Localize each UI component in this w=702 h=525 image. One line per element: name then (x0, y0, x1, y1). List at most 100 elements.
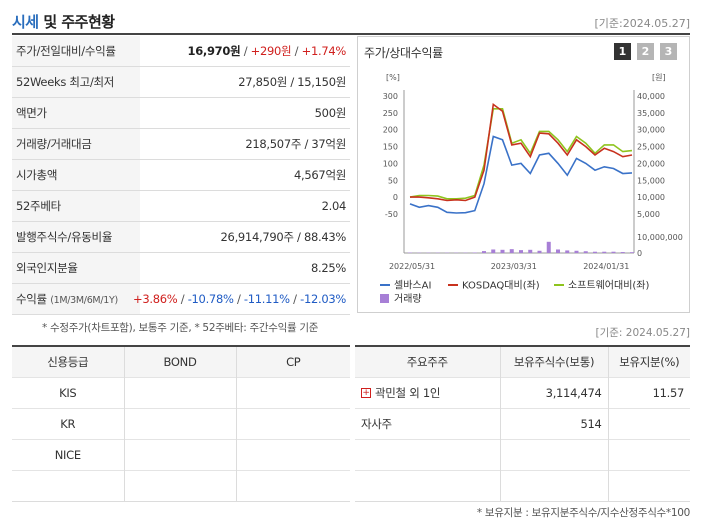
holder-name (355, 438, 500, 470)
stat-value: 8.25% (310, 261, 346, 275)
credit-rating-table: 신용등급 BOND CP KIS KR NICE (12, 345, 350, 502)
change-pct-value: +1.74% (301, 44, 347, 58)
chart-svg: [%] [원] -50 0 50 100 150 200 250 300 5,000 10,000 15… (380, 73, 683, 305)
chart-title: 주가/상대수익률 (364, 46, 443, 60)
stat-row-shares: 발행주식수/유동비율 26,914,790주 / 88.43% (12, 222, 350, 253)
legend-label-2: KOSDAQ대비(좌) (462, 280, 540, 292)
series-line-2 (410, 102, 633, 202)
column-header: BOND (123, 346, 236, 377)
holder-pct (607, 438, 690, 470)
return-1y: -12.03% (300, 292, 346, 306)
stat-row-par: 액면가 500원 (12, 98, 350, 129)
y-left-tick-label: 250 (383, 109, 398, 118)
y-right-tick-label: 40,000 (637, 92, 665, 101)
stat-row-52w: 52Weeks 최고/최저 27,850원 / 15,150원 (12, 67, 350, 98)
y-right-tick-label: 5,000 (637, 210, 660, 219)
base-date: [기준:2024.05.27] (594, 17, 690, 30)
stat-value: +3.86% / -10.78% / -11.11% / -12.03% (133, 284, 346, 314)
column-header: 보유주식수(보통) (499, 346, 608, 377)
y-left-tick-label: 300 (383, 92, 398, 101)
return-3m: -10.78% (187, 292, 234, 306)
rating-agency: KR (12, 407, 124, 439)
legend-label-4: 거래량 (394, 293, 422, 305)
separator: / (177, 292, 188, 306)
volume-bar (556, 249, 560, 253)
series-line-1 (409, 135, 633, 214)
rating-agency: NICE (12, 438, 124, 470)
stat-label: 52주베타 (12, 191, 140, 221)
stat-value: 500원 (314, 106, 347, 120)
series-line-3 (409, 108, 633, 200)
stat-label: 주가/전일대비/수익률 (12, 36, 140, 66)
return-periods: (1M/3M/6M/1Y) (50, 295, 118, 306)
volume-bar (528, 249, 533, 253)
x-tick-label: 2024/01/31 (583, 262, 629, 271)
return-6m: -11.11% (243, 292, 290, 306)
volume-bar (491, 249, 496, 253)
volume-bar (620, 252, 625, 253)
volume-bar (537, 250, 542, 253)
stat-label: 발행주식수/유동비율 (12, 222, 140, 252)
stat-row-volume: 거래량/거래대금 218,507주 / 37억원 (12, 129, 350, 160)
holder-name (355, 469, 500, 501)
title-accent: 시세 (12, 13, 39, 31)
y-left-tick-label: -50 (385, 210, 398, 219)
column-header: 보유지분(%) (607, 346, 690, 377)
title-divider (12, 33, 690, 35)
legend-label-3: 소프트웨어대비(좌) (568, 280, 650, 292)
footnote-right: * 보유지분 : 보유지분주식수/지수산정주식수*100 (476, 507, 690, 519)
chart-page-1-button[interactable]: 1 (614, 43, 631, 60)
holder-shares: 3,114,474 (499, 376, 608, 408)
shareholders-table: 주요주주 보유주식수(보통) 보유지분(%) + 곽민철 외 1인 3,114,4… (355, 345, 690, 502)
expand-plus-icon[interactable]: + (361, 388, 371, 398)
chart-page-2-button[interactable]: 2 (637, 43, 654, 60)
chart-page-3-button[interactable]: 3 (660, 43, 677, 60)
stat-label: 외국인지분율 (12, 253, 140, 283)
return-1m: +3.86% (133, 292, 178, 306)
bond-rating (123, 376, 236, 408)
left-unit-label: [%] (386, 73, 400, 82)
holder-name: 곽민철 외 1인 (375, 385, 441, 400)
holder-pct: 11.57 (607, 376, 690, 408)
table-row: NICE (12, 438, 350, 470)
holder-name-cell: + 곽민철 외 1인 (355, 376, 500, 408)
column-header: CP (235, 346, 350, 377)
stat-label: 52Weeks 최고/최저 (12, 67, 140, 97)
stat-label: 액면가 (12, 98, 140, 128)
stat-value: 26,914,790주 / 88.43% (220, 230, 347, 244)
page-title: 시세 및 주주현황 (12, 11, 115, 32)
table-row: + 곽민철 외 1인 3,114,474 11.57 (355, 376, 690, 408)
volume-bar (602, 251, 607, 253)
rating-agency: KIS (12, 376, 124, 408)
stat-row-mcap: 시가총액 4,567억원 (12, 160, 350, 191)
separator: / (289, 292, 301, 306)
volume-bar (500, 249, 505, 253)
holder-pct (607, 407, 690, 439)
stat-label: 거래량/거래대금 (12, 129, 140, 159)
holder-shares: 514 (499, 407, 608, 439)
table-header-row: 신용등급 BOND CP (12, 346, 350, 377)
bond-rating (123, 407, 236, 439)
table-row (12, 469, 350, 501)
legend-swatch-4 (380, 294, 389, 303)
volume-bar (611, 251, 616, 253)
volume-bar (509, 249, 514, 253)
legend-label-1: 셀바스AI (394, 280, 431, 292)
stat-label: 시가총액 (12, 160, 140, 190)
volume-tick-label: 10,000,000 (637, 233, 683, 242)
bond-rating (123, 469, 236, 501)
title-rest: 및 주주현황 (38, 13, 115, 31)
stat-value: 4,567억원 (294, 168, 346, 182)
x-tick-label: 2022/05/31 (389, 262, 435, 271)
y-right-tick-label: 30,000 (637, 126, 665, 135)
chart-panel: [%] [원] -50 0 50 100 150 200 250 300 5,000 10,000 15… (357, 36, 690, 313)
volume-bar (593, 251, 597, 253)
y-right-tick-label: 15,000 (637, 176, 665, 185)
holder-shares (499, 469, 608, 501)
table-row: KIS (12, 376, 350, 408)
stat-value: 27,850원 / 15,150원 (238, 75, 346, 89)
stat-value: 218,507주 / 37억원 (245, 137, 346, 151)
rating-agency (12, 469, 124, 501)
cp-rating (235, 438, 350, 470)
column-header: 주요주주 (355, 346, 500, 377)
